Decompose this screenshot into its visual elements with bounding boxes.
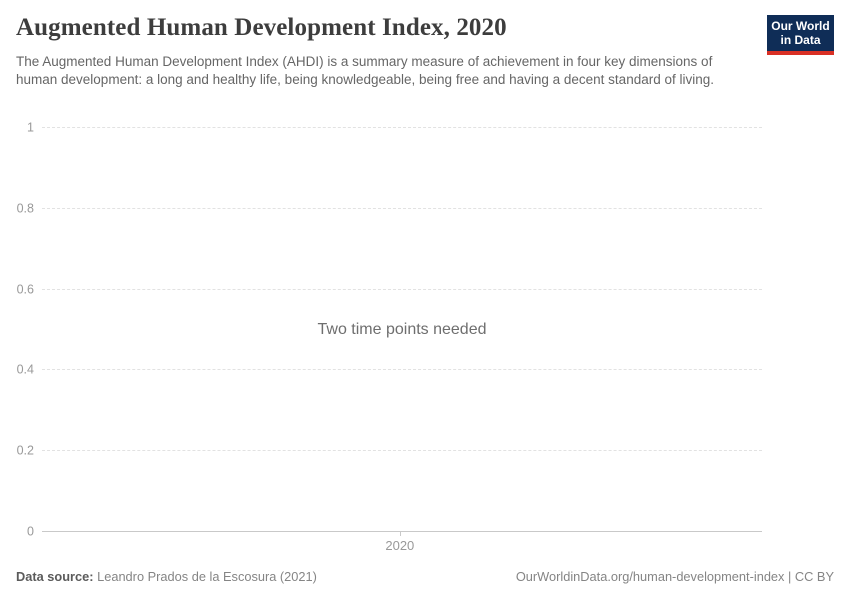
gridline-0-4: 0.4	[17, 363, 762, 377]
gridline-0-8: 0.8	[17, 202, 762, 216]
license-link[interactable]: OurWorldinData.org/human-development-ind…	[515, 569, 834, 584]
owid-logo-line2: in Data	[780, 32, 821, 47]
x-axis-tick-label: 2020	[385, 538, 415, 553]
chart-plot-area: 1 0.8 0.6 0.4 0.2 0 Two time points need…	[17, 121, 762, 553]
y-axis-tick-label: 1	[27, 120, 34, 135]
data-source-value: Leandro Prados de la Escosura (2021)	[97, 569, 317, 584]
y-axis-tick-label: 0.2	[16, 443, 34, 458]
owid-logo[interactable]: Our World in Data	[767, 15, 834, 55]
y-axis-tick-label: 0	[27, 524, 34, 539]
empty-chart-message: Two time points needed	[317, 321, 487, 339]
y-axis-tick-label: 0.6	[16, 282, 34, 297]
owid-logo-line1: Our World	[771, 19, 830, 33]
y-axis-tick-label: 0.4	[16, 363, 34, 378]
data-source-label: Data source:	[16, 569, 94, 584]
y-axis-tick-label: 0.8	[16, 201, 34, 216]
gridline-1: 1	[27, 121, 762, 135]
chart-subtitle: The Augmented Human Development Index (A…	[16, 54, 714, 87]
chart-footer: Data source: Leandro Prados de la Escosu…	[16, 569, 834, 584]
x-axis-line: 0	[27, 525, 762, 539]
data-source-note: Data source: Leandro Prados de la Escosu…	[16, 569, 317, 584]
gridline-0-2: 0.2	[17, 444, 762, 458]
page-title: Augmented Human Development Index, 2020	[16, 14, 507, 41]
gridline-0-6: 0.6	[17, 282, 762, 296]
x-axis-tick-mark	[399, 531, 401, 536]
